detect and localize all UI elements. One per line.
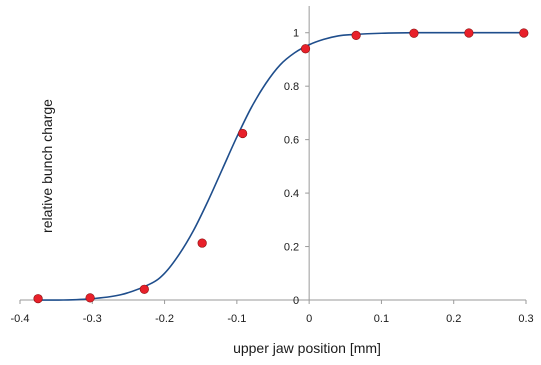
data-point	[351, 30, 361, 41]
data-markers	[33, 28, 529, 304]
data-point	[139, 284, 149, 294]
x-tick-label: 0.1	[374, 313, 389, 325]
y-tick-label: 0.8	[284, 81, 299, 93]
x-tick-label: 0.2	[446, 313, 461, 325]
y-tick-label: 1	[293, 28, 299, 40]
x-tick-label: -0.2	[155, 313, 174, 325]
data-point	[85, 293, 95, 303]
data-point	[464, 28, 474, 38]
x-tick-label: 0	[306, 313, 312, 325]
data-point	[300, 44, 311, 54]
x-tick-label: -0.1	[227, 313, 246, 325]
x-axis-title: upper jaw position [mm]	[233, 340, 381, 356]
y-tick-label: 0.6	[284, 135, 299, 147]
fit-line-layer	[34, 31, 526, 301]
x-tick-label: 0.3	[518, 313, 533, 325]
fit-line	[34, 31, 526, 301]
data-point	[238, 128, 248, 139]
y-tick-label: 0.4	[284, 188, 299, 200]
y-tick-label: 0.2	[284, 242, 299, 254]
data-point	[409, 28, 419, 38]
axes	[19, 6, 527, 304]
data-point	[197, 238, 207, 248]
x-tick-label: -0.3	[83, 313, 102, 325]
tick-labels: -0.4 -0.3 -0.2 -0.1 0 0.1 0.2 0.3 0 0.2 0.4 0.6 0.8 1	[11, 28, 534, 325]
data-point	[33, 294, 43, 304]
y-axis-title: relative bunch charge	[39, 99, 55, 233]
y-tick-label: 0	[293, 295, 299, 307]
data-point	[519, 28, 529, 38]
x-tick-label: -0.4	[11, 313, 30, 325]
